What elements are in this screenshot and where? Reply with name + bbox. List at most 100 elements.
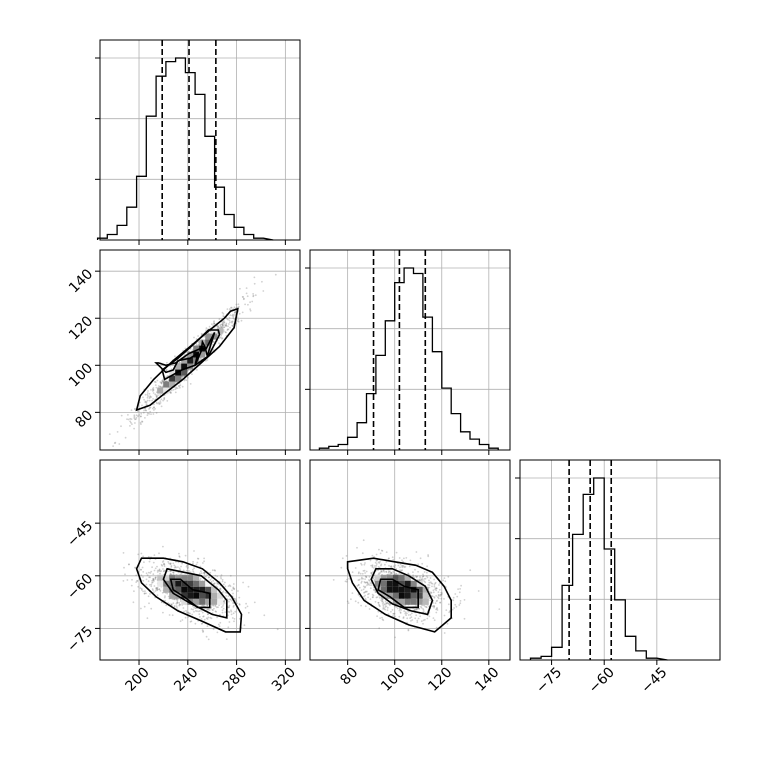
scatter-point <box>357 572 360 575</box>
scatter-point <box>160 563 163 566</box>
scatter-point <box>422 608 424 610</box>
scatter-point <box>377 561 380 564</box>
scatter-point <box>149 576 151 579</box>
scatter-point <box>200 618 203 620</box>
scatter-point <box>423 611 425 613</box>
scatter-point <box>156 569 159 572</box>
contour-level-2 <box>370 568 434 616</box>
scatter-point <box>356 546 358 549</box>
density-cell <box>163 387 170 394</box>
scatter-point <box>363 586 366 589</box>
scatter-point <box>146 392 149 394</box>
scatter-point <box>173 566 176 569</box>
scatter-point <box>369 582 372 584</box>
scatter-point <box>163 397 166 400</box>
scatter-point <box>388 604 391 607</box>
scatter-point <box>170 566 173 568</box>
scatter-point <box>172 562 175 565</box>
scatter-point <box>368 584 371 586</box>
scatter-point <box>154 393 157 396</box>
scatter-point <box>173 598 176 601</box>
scatter-point <box>228 600 230 603</box>
scatter-point <box>211 569 214 572</box>
scatter-point <box>419 557 422 560</box>
scatter-point <box>120 425 122 428</box>
scatter-point <box>431 585 433 588</box>
scatter-point <box>149 396 151 399</box>
scatter-point <box>179 620 182 623</box>
scatter-point <box>375 564 378 567</box>
scatter-point <box>232 606 235 608</box>
scatter-point <box>222 321 225 323</box>
scatter-point <box>159 385 162 388</box>
scatter-point <box>192 568 194 571</box>
scatter-point <box>179 598 182 601</box>
scatter-point <box>381 600 383 603</box>
scatter-point <box>124 573 126 576</box>
scatter-point <box>435 608 437 611</box>
scatter-point <box>218 318 221 321</box>
scatter-point <box>370 582 373 585</box>
scatter-point <box>233 620 235 623</box>
scatter-point <box>156 395 158 398</box>
scatter-point <box>194 622 197 625</box>
scatter-point <box>249 308 252 310</box>
scatter-point <box>364 575 367 578</box>
scatter-point <box>392 615 394 617</box>
scatter-point <box>389 571 392 574</box>
scatter-point <box>178 386 181 389</box>
scatter-point <box>367 583 370 586</box>
scatter-point <box>155 587 158 589</box>
x-tick-label: −75 <box>533 664 565 696</box>
scatter-point <box>144 590 146 593</box>
scatter-point <box>246 605 249 608</box>
scatter-point <box>207 616 210 619</box>
scatter-point <box>346 578 348 581</box>
scatter-point <box>150 377 152 379</box>
scatter-point <box>409 617 411 619</box>
scatter-point <box>153 554 156 556</box>
scatter-panel-param-1-vs-param-3 <box>95 459 301 665</box>
scatter-point <box>374 561 377 564</box>
scatter-point <box>375 563 378 565</box>
scatter-point <box>389 565 392 568</box>
scatter-point <box>159 589 162 592</box>
scatter-point <box>145 400 148 403</box>
scatter-point <box>414 608 416 611</box>
scatter-point <box>228 611 231 614</box>
scatter-point <box>393 566 396 568</box>
scatter-point <box>456 595 459 598</box>
density-cell <box>181 598 188 605</box>
scatter-point <box>144 401 147 404</box>
scatter-point <box>433 584 436 586</box>
scatter-point <box>237 303 240 306</box>
scatter-point <box>372 588 375 591</box>
scatter-point <box>210 607 212 609</box>
scatter-point <box>433 596 436 599</box>
scatter-point <box>422 575 425 577</box>
scatter-point <box>219 587 222 590</box>
scatter-point <box>202 615 204 618</box>
scatter-point <box>151 581 154 584</box>
scatter-point <box>155 412 158 414</box>
scatter-point <box>182 607 185 609</box>
scatter-point <box>134 408 136 410</box>
scatter-point <box>227 626 230 629</box>
scatter-point <box>238 596 241 599</box>
scatter-point <box>446 622 449 625</box>
scatter-point <box>162 568 164 570</box>
scatter-point <box>377 601 380 604</box>
scatter-point <box>375 553 378 556</box>
scatter-point <box>345 555 348 557</box>
scatter-point <box>431 595 434 598</box>
scatter-point <box>221 311 224 314</box>
scatter-point <box>148 408 150 410</box>
scatter-point <box>151 580 153 582</box>
scatter-point <box>419 576 421 579</box>
scatter-point <box>162 560 165 562</box>
scatter-point <box>418 579 421 581</box>
scatter-point <box>421 578 423 581</box>
scatter-point <box>187 611 190 614</box>
histogram-panel-param-3 <box>515 459 721 665</box>
scatter-point <box>416 621 419 623</box>
